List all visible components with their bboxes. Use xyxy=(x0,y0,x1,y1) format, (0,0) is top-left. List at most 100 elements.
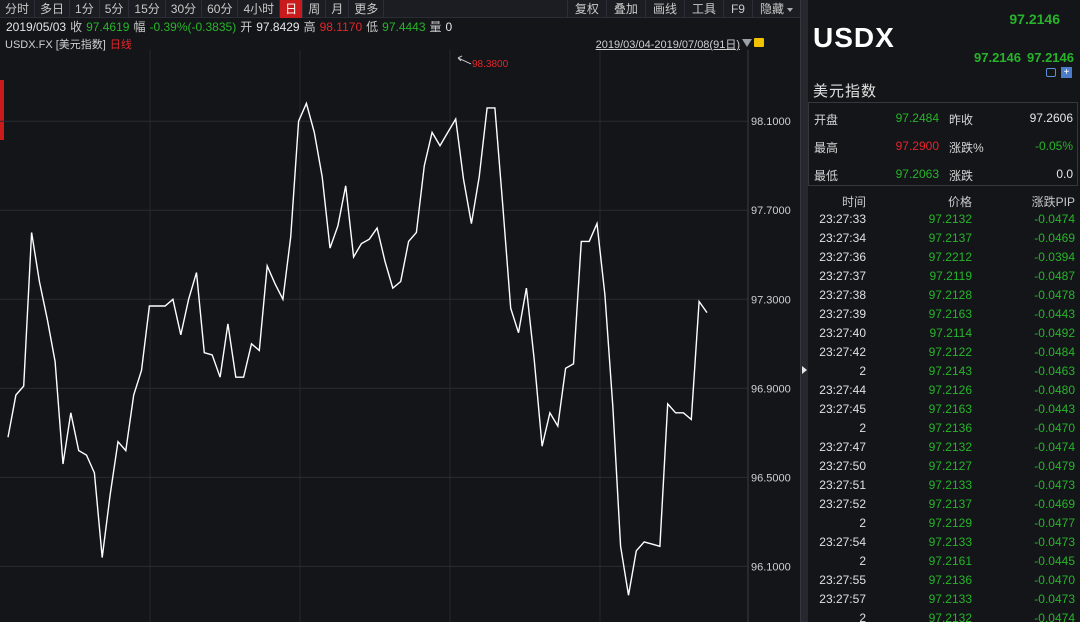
stats-row: 最高 97.2900 涨跌% -0.05% xyxy=(809,131,1079,159)
y-tick-label: 97.7000 xyxy=(751,205,791,217)
tool-button-5[interactable]: 隐藏 xyxy=(751,0,800,18)
tick-row: 23:27:34 97.2137 -0.0469 xyxy=(808,229,1078,248)
stats-table: 开盘 97.2484 昨收 97.2606 最高 97.2900 涨跌% -0.05% 最低 97… xyxy=(808,102,1078,186)
instrument-name: 美元指数 xyxy=(813,83,878,100)
tool-button-0[interactable]: 复权 xyxy=(566,0,606,18)
chart-symbol-label: USDX.FX [美元指数] xyxy=(5,39,106,51)
data-point-68 xyxy=(541,445,543,447)
data-point-42 xyxy=(337,225,339,227)
tick-price: 97.2137 xyxy=(928,231,972,245)
chart-toolbar: 分时 多日 1分 5分 15分 30分 60分 4小时日周月更多 复权 叠加 画线 工具 F9 隐藏 xyxy=(0,0,800,18)
data-point-76 xyxy=(604,294,606,296)
timeframe-tab-8[interactable]: 日 xyxy=(280,0,304,18)
data-point-9 xyxy=(78,450,80,452)
tool-button-2[interactable]: 画线 xyxy=(644,0,684,18)
data-point-16 xyxy=(133,394,135,396)
tick-price: 97.2133 xyxy=(928,592,972,606)
price-line xyxy=(7,101,708,596)
stats-l2: 涨跌 xyxy=(949,169,974,183)
data-point-23 xyxy=(188,298,190,300)
data-point-24 xyxy=(196,272,198,274)
tick-price: 97.2133 xyxy=(928,535,972,549)
data-point-35 xyxy=(282,298,284,300)
timeframe-tab-11[interactable]: 更多 xyxy=(349,0,385,18)
tick-time: 23:27:42 xyxy=(819,345,866,359)
y-tick-label: 97.3000 xyxy=(751,294,791,306)
open-value: 97.8429 xyxy=(256,19,300,34)
tick-header-time: 时间 xyxy=(841,195,866,209)
panel-divider[interactable] xyxy=(800,0,808,622)
timeframe-tab-5[interactable]: 30分 xyxy=(166,0,203,18)
tick-time: 23:27:52 xyxy=(819,497,866,511)
timeframe-tab-0[interactable]: 分时 xyxy=(0,0,36,18)
data-point-32 xyxy=(258,350,260,352)
tick-change: -0.0487 xyxy=(1034,269,1075,283)
quote-panel: USDX 97.2146 97.2146 97.2146 + 美元指数 开盘 97.… xyxy=(808,0,1080,622)
collapse-arrow-icon[interactable] xyxy=(802,366,807,374)
tick-row: 23:27:45 97.2163 -0.0443 xyxy=(808,400,1078,419)
chart-symbol: USDX.FX [美元指数] 日线 xyxy=(5,36,132,52)
stats-l2: 昨收 xyxy=(949,113,974,127)
data-point-53 xyxy=(423,165,425,167)
tick-price: 97.2119 xyxy=(929,269,973,283)
data-point-1 xyxy=(15,394,17,396)
data-point-41 xyxy=(329,247,331,249)
add-icon[interactable]: + xyxy=(1061,67,1072,78)
tick-change: -0.0479 xyxy=(1034,459,1075,473)
tool-button-4[interactable]: F9 xyxy=(722,0,752,18)
tick-row: 23:27:40 97.2114 -0.0492 xyxy=(808,324,1078,343)
tick-time: 2 xyxy=(859,421,866,435)
y-tick-label: 96.9000 xyxy=(751,383,791,395)
tick-price: 97.2132 xyxy=(928,440,972,454)
stats-v2: 97.2606 xyxy=(1029,111,1073,125)
close-value: 97.4619 xyxy=(86,19,130,34)
data-point-81 xyxy=(643,541,645,543)
tick-row: 23:27:54 97.2133 -0.0473 xyxy=(808,533,1078,552)
tick-time: 23:27:36 xyxy=(819,250,866,264)
tick-row: 23:27:42 97.2122 -0.0484 xyxy=(808,343,1078,362)
tick-time: 23:27:51 xyxy=(819,478,866,492)
tick-price: 97.2132 xyxy=(928,611,972,622)
date-range[interactable]: 2019/03/04-2019/07/08(91日) xyxy=(595,39,740,51)
timeframe-tab-1[interactable]: 多日 xyxy=(35,0,71,18)
timeframe-list: 分时 多日 1分 5分 15分 30分 60分 4小时日周月更多 xyxy=(0,0,385,18)
high-arrow-icon xyxy=(457,55,472,65)
lock-icon[interactable] xyxy=(754,38,764,47)
data-point-57 xyxy=(455,118,457,120)
data-point-29 xyxy=(235,376,237,378)
timeframe-tab-2[interactable]: 1分 xyxy=(70,0,100,18)
hide-caret-icon xyxy=(787,7,793,12)
timeframe-tab-3[interactable]: 5分 xyxy=(100,0,130,18)
tick-time: 23:27:55 xyxy=(819,573,866,587)
chart-period: 日线 xyxy=(109,39,132,51)
data-point-14 xyxy=(117,441,119,443)
price-chart[interactable]: 96.1000 96.5000 96.9000 97.3000 97.7000 98.10… xyxy=(0,50,800,622)
tick-list[interactable]: 23:27:33 97.2132 -0.0474 23:27:34 97.2137 -0.… xyxy=(808,210,1078,622)
data-point-26 xyxy=(211,354,213,356)
low-label: 低 xyxy=(366,20,379,34)
tool-button-1[interactable]: 叠加 xyxy=(605,0,645,18)
tick-price: 97.2129 xyxy=(928,516,972,530)
stats-v2: -0.05% xyxy=(1034,139,1073,153)
data-point-87 xyxy=(690,419,692,421)
tool-button-3[interactable]: 工具 xyxy=(683,0,723,18)
timeframe-tab-6[interactable]: 60分 xyxy=(202,0,239,18)
timeframe-tab-4[interactable]: 15分 xyxy=(129,0,166,18)
data-point-31 xyxy=(251,343,253,345)
alert-icon[interactable] xyxy=(1046,68,1056,77)
stats-v1: 97.2900 xyxy=(895,139,939,153)
timeframe-tab-9[interactable]: 周 xyxy=(303,0,327,18)
y-tick-label: 96.1000 xyxy=(751,561,791,573)
tick-row: 23:27:50 97.2127 -0.0479 xyxy=(808,457,1078,476)
data-point-22 xyxy=(180,334,182,336)
timeframe-tab-7[interactable]: 4小时 xyxy=(238,0,281,18)
data-point-56 xyxy=(447,131,449,133)
data-point-55 xyxy=(439,145,441,147)
high-value: 98.1170 xyxy=(319,19,363,34)
range-dropdown-icon[interactable] xyxy=(742,39,752,47)
tick-price: 97.2137 xyxy=(928,497,972,511)
tool-label: 画线 xyxy=(652,2,677,16)
stats-row: 开盘 97.2484 昨收 97.2606 xyxy=(809,103,1079,131)
timeframe-tab-10[interactable]: 月 xyxy=(326,0,350,18)
data-point-74 xyxy=(588,240,590,242)
